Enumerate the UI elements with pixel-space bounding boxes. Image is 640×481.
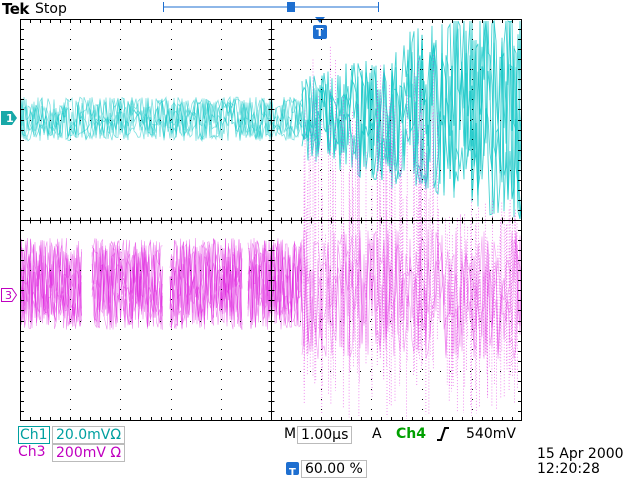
trigger-mode: A — [372, 426, 382, 442]
time-readout: 12:20:28 — [537, 461, 600, 477]
ch1-position-marker[interactable]: 1 — [1, 111, 17, 125]
trigger-position-icon-label: T — [289, 467, 296, 477]
ch3-scale[interactable]: 200mV Ω — [52, 444, 126, 462]
ch1-trace — [20, 96, 303, 141]
ch3-marker-label: 3 — [5, 289, 12, 302]
trigger-level[interactable]: 540mV — [466, 426, 516, 442]
trigger-marker-label: T — [316, 26, 324, 39]
ch3-trace — [169, 239, 243, 329]
ch1-trace — [301, 20, 522, 214]
ch1-trace — [301, 20, 522, 220]
date-readout: 15 Apr 2000 — [537, 446, 624, 462]
ch3-trace — [247, 237, 303, 323]
ch3-trace — [301, 229, 522, 357]
ch3-trace — [91, 238, 163, 330]
trigger-position[interactable]: 60.00 % — [301, 460, 367, 478]
ch3-trace — [301, 229, 522, 359]
ch3-trace — [301, 229, 522, 359]
ch1-trace — [20, 97, 303, 141]
ch3-trace — [301, 229, 522, 359]
timebase-value[interactable]: 1.00µs — [297, 426, 353, 444]
ch3-trace — [169, 239, 243, 330]
timebase-label: M — [284, 426, 297, 442]
brand-logo: Tek — [2, 0, 29, 18]
ch1-trace — [301, 20, 522, 216]
trigger-source[interactable]: Ch4 — [396, 426, 426, 442]
acquisition-status: Stop — [35, 1, 67, 17]
rising-edge-icon — [437, 427, 449, 441]
ch3-trace — [20, 239, 82, 329]
waveform-display — [20, 19, 522, 421]
ch1-label[interactable]: Ch1 — [18, 426, 50, 444]
trigger-position-icon: T — [286, 462, 299, 478]
ch3-trace — [169, 241, 243, 325]
ch3-trace — [20, 238, 82, 325]
ch3-trace — [247, 240, 303, 328]
ch1-scale[interactable]: 20.0mVΩ — [52, 426, 126, 444]
ch3-position-marker[interactable]: 3 — [1, 288, 17, 302]
record-position-bar — [163, 2, 379, 12]
ch3-trace — [91, 241, 163, 330]
ch3-label[interactable]: Ch3 — [18, 444, 46, 460]
ch3-trace — [169, 238, 243, 329]
ch3-trace — [247, 243, 303, 330]
ch3-trace — [169, 239, 243, 330]
ch1-marker-label: 1 — [6, 112, 14, 125]
